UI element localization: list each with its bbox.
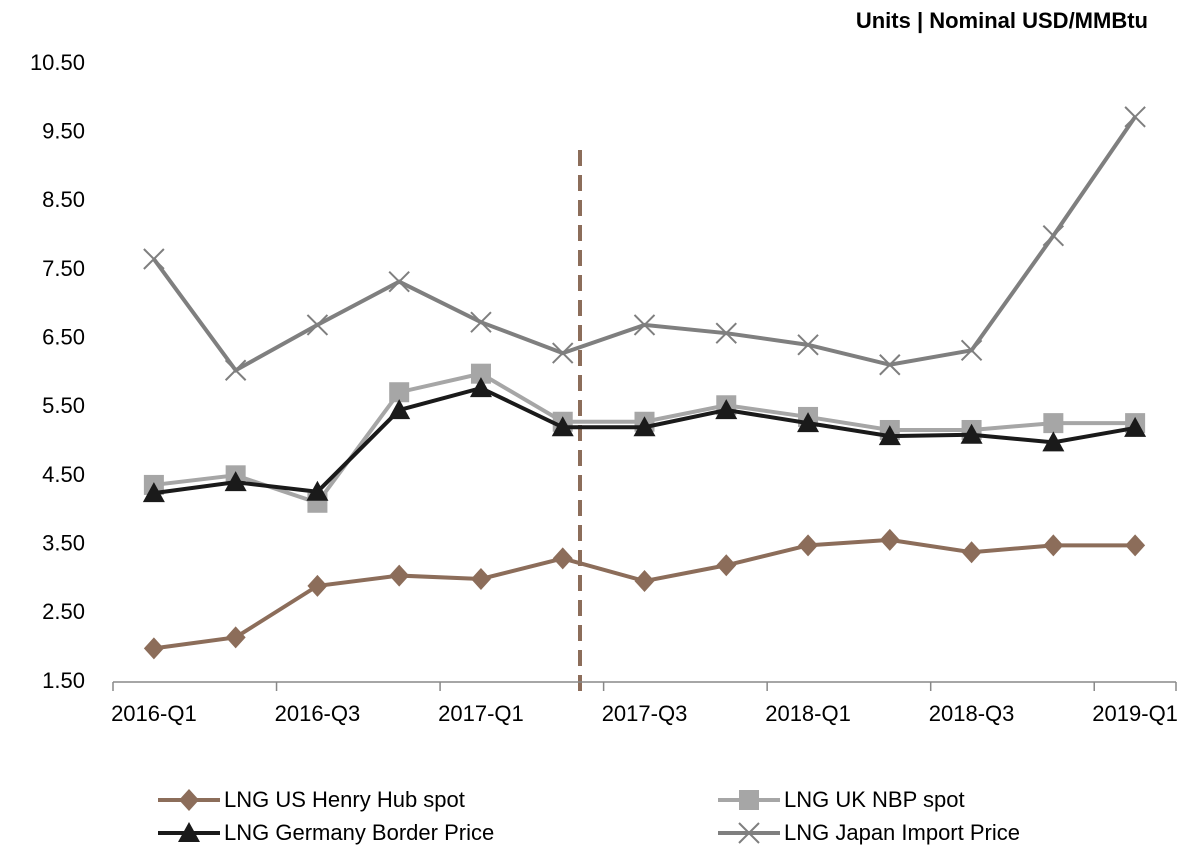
marker (306, 480, 329, 501)
marker (1043, 413, 1064, 434)
x-tick-label: 2018-Q1 (765, 701, 851, 726)
marker (224, 471, 247, 492)
y-tick-label: 3.50 (42, 530, 85, 555)
marker (633, 314, 656, 336)
marker (715, 399, 738, 420)
marker (470, 311, 492, 333)
x-tick-label: 2016-Q3 (275, 701, 361, 726)
x-tick-label: 2018-Q3 (929, 701, 1015, 726)
marker (739, 790, 759, 810)
marker (1042, 224, 1065, 247)
y-tick-label: 2.50 (42, 599, 85, 624)
legend-label: LNG US Henry Hub spot (224, 787, 465, 812)
x-tick-label: 2017-Q3 (602, 701, 688, 726)
marker (960, 339, 983, 362)
series (142, 377, 1147, 503)
marker (798, 534, 819, 557)
marker (307, 574, 328, 597)
marker (470, 568, 491, 590)
legend-label: LNG Japan Import Price (784, 820, 1020, 845)
marker (142, 482, 165, 503)
x-tick-label: 2017-Q1 (438, 701, 524, 726)
marker (716, 554, 737, 577)
x-tick-label: 2019-Q1 (1092, 701, 1178, 726)
series (143, 528, 1146, 660)
marker (878, 425, 901, 446)
marker (1042, 431, 1065, 452)
marker (797, 412, 820, 433)
marker (388, 399, 411, 420)
marker (306, 314, 329, 336)
y-tick-label: 5.50 (42, 393, 85, 418)
marker (1125, 534, 1146, 557)
marker (879, 528, 900, 551)
marker (224, 359, 247, 381)
marker (143, 637, 164, 660)
marker (388, 270, 410, 293)
y-tick-label: 1.50 (42, 668, 85, 693)
y-tick-label: 4.50 (42, 462, 85, 487)
y-tick-label: 7.50 (42, 256, 85, 281)
series-line (153, 537, 1136, 651)
series (143, 106, 1146, 381)
marker (225, 626, 246, 649)
marker (552, 547, 573, 570)
marker (470, 363, 491, 384)
y-tick-label: 8.50 (42, 187, 85, 212)
marker (797, 334, 819, 356)
x-tick-label: 2016-Q1 (111, 701, 197, 726)
marker (879, 354, 901, 376)
marker (1124, 106, 1146, 128)
marker (551, 416, 574, 437)
marker (1124, 416, 1147, 437)
legend-label: LNG Germany Border Price (224, 820, 494, 845)
series-line (153, 385, 1136, 496)
marker (389, 564, 410, 587)
series-line (152, 115, 1137, 373)
marker (715, 322, 737, 344)
marker (634, 570, 655, 593)
marker (143, 248, 165, 270)
marker (179, 789, 199, 811)
marker (389, 382, 410, 403)
marker (738, 822, 760, 844)
marker (178, 822, 200, 842)
y-tick-label: 6.50 (42, 324, 85, 349)
y-tick-label: 10.50 (30, 50, 85, 75)
legend-label: LNG UK NBP spot (784, 787, 965, 812)
y-tick-label: 9.50 (42, 118, 85, 143)
marker (469, 377, 492, 398)
marker (552, 342, 574, 364)
marker (961, 541, 982, 564)
marker (960, 423, 983, 444)
marker (633, 416, 656, 437)
marker (1043, 534, 1064, 557)
chart-title: Units | Nominal USD/MMBtu (856, 8, 1148, 33)
